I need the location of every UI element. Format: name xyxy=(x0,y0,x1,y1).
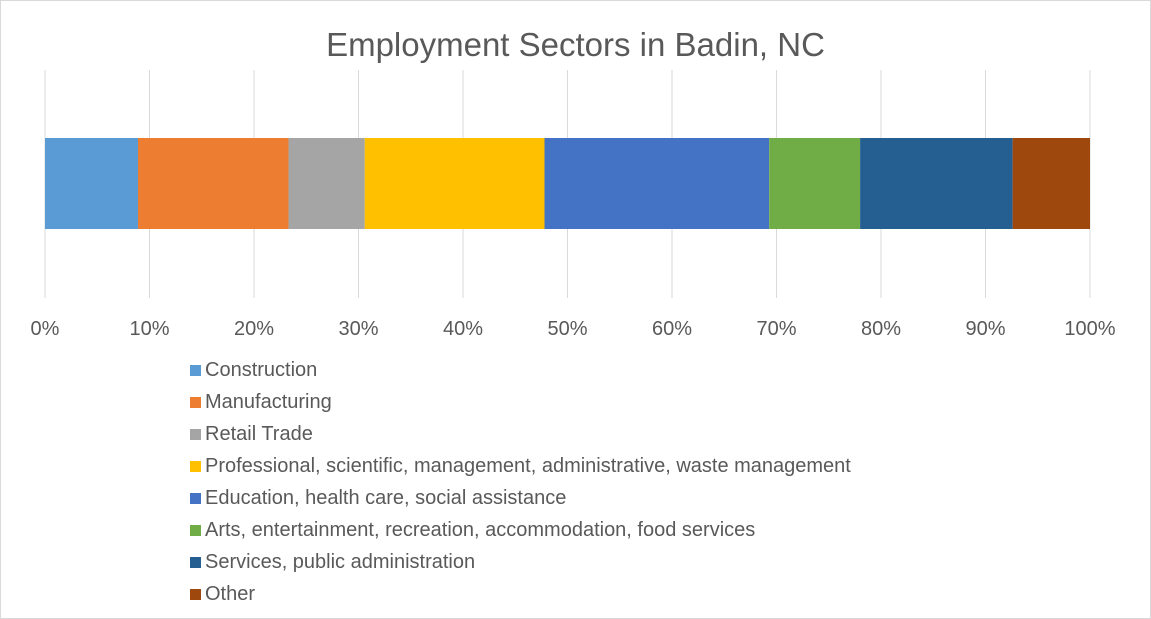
bar-segment xyxy=(364,138,545,229)
legend-swatch xyxy=(190,428,201,440)
legend-label: Manufacturing xyxy=(205,391,332,413)
legend-swatch xyxy=(190,588,201,600)
legend-item: Professional, scientific, management, ad… xyxy=(190,450,1090,482)
x-tick-label: 20% xyxy=(234,318,274,340)
bar-segment xyxy=(288,138,365,229)
x-tick-label: 0% xyxy=(31,318,60,340)
bar-segment xyxy=(544,138,770,229)
chart-title: Employment Sectors in Badin, NC xyxy=(326,26,825,63)
x-tick-label: 50% xyxy=(547,318,587,340)
legend-swatch xyxy=(190,556,201,568)
legend-item: Retail Trade xyxy=(190,418,1090,450)
x-axis-tick-labels: 0% 10% 20% 30% 40% 50% 60% 70% 80% 90% 100% xyxy=(31,318,1116,340)
legend-label: Services, public administration xyxy=(205,551,476,573)
x-tick-label: 80% xyxy=(861,318,901,340)
bar-segment xyxy=(138,138,289,229)
legend-label: Construction xyxy=(205,359,318,381)
legend-item: Services, public administration xyxy=(190,546,1090,578)
bar-segment xyxy=(1012,138,1090,229)
legend-swatch xyxy=(190,460,201,472)
legend-label: Other xyxy=(205,583,256,605)
bar-segments xyxy=(45,138,1090,229)
legend-swatch xyxy=(190,396,201,408)
legend-item: Education, health care, social assistanc… xyxy=(190,482,1090,514)
legend-label: Arts, entertainment, recreation, accommo… xyxy=(205,519,756,541)
x-tick-label: 100% xyxy=(1064,318,1115,340)
bar-segment xyxy=(45,138,139,229)
legend-label: Retail Trade xyxy=(205,423,313,445)
legend-item: Manufacturing xyxy=(190,386,1090,418)
legend-item: Arts, entertainment, recreation, accommo… xyxy=(190,514,1090,546)
x-tick-label: 30% xyxy=(338,318,378,340)
legend-item: Other xyxy=(190,578,1090,610)
x-tick-label: 90% xyxy=(965,318,1005,340)
x-tick-label: 70% xyxy=(756,318,796,340)
x-tick-label: 40% xyxy=(443,318,483,340)
legend: Construction Manufacturing Retail Trade Pro… xyxy=(190,354,1090,610)
x-tick-label: 10% xyxy=(129,318,169,340)
x-tick-label: 60% xyxy=(652,318,692,340)
legend-label: Professional, scientific, management, ad… xyxy=(205,455,851,477)
legend-swatch xyxy=(190,492,201,504)
bar-segment xyxy=(769,138,861,229)
legend-swatch xyxy=(190,364,201,376)
legend-swatch xyxy=(190,524,201,536)
legend-label: Education, health care, social assistanc… xyxy=(205,487,567,509)
bar-segment xyxy=(860,138,1013,229)
legend-item: Construction xyxy=(190,354,1090,386)
